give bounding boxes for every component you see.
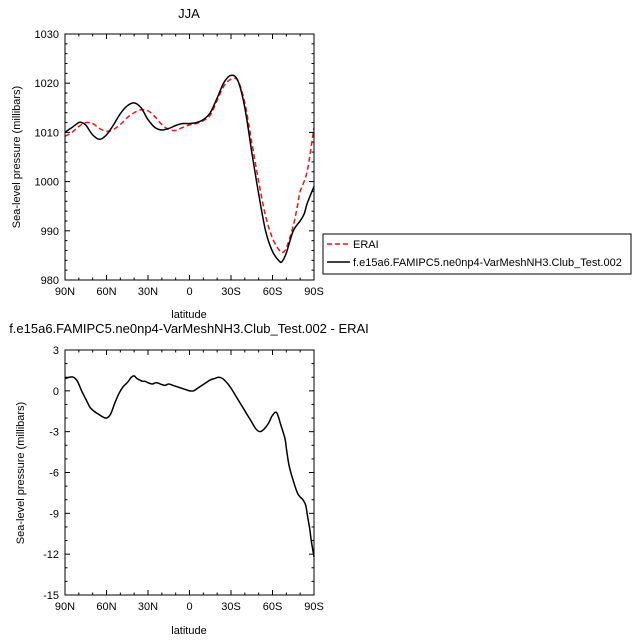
x-tick-label: 60S xyxy=(263,601,283,613)
y-tick-label: -6 xyxy=(49,468,59,480)
x-tick-label: 60N xyxy=(96,286,116,298)
x-tick-label: 90S xyxy=(304,601,324,613)
top-chart-frame xyxy=(64,33,315,281)
series-line-1-0 xyxy=(64,375,315,558)
y-tick-label: -15 xyxy=(43,590,59,602)
x-tick-label: 60N xyxy=(96,601,116,613)
top-chart-series xyxy=(64,74,315,264)
top-chart-ticks: 90N 60N 30N 0 30S 60S 90S 980 990 1000 1010 1020 103… xyxy=(35,29,324,298)
y-tick-label: 990 xyxy=(41,226,59,238)
x-tick-label: 90N xyxy=(55,286,75,298)
legend-erai-label: ERAI xyxy=(353,239,379,251)
y-tick-label: 1020 xyxy=(35,78,59,90)
y-tick-label: -9 xyxy=(49,508,59,520)
x-tick-label: 0 xyxy=(186,286,192,298)
top-chart: JJA Sea-level pressure (millibars) latit… xyxy=(11,6,324,321)
top-chart-legend: ERAI f.e15a6.FAMIPC5.ne0np4-VarMeshNH3.C… xyxy=(322,233,632,275)
bottom-chart-title: f.e15a6.FAMIPC5.ne0np4-VarMeshNH3.Club_T… xyxy=(9,321,369,336)
x-tick-label: 30N xyxy=(138,601,158,613)
x-tick-label: 90S xyxy=(304,286,324,298)
top-chart-xlabel: latitude xyxy=(171,309,206,321)
y-tick-label: -3 xyxy=(49,427,59,439)
bottom-chart-xlabel: latitude xyxy=(171,625,206,637)
series-line-0-1 xyxy=(64,74,315,264)
x-tick-label: 30S xyxy=(221,601,241,613)
top-chart-title: JJA xyxy=(178,6,200,21)
top-chart-ylabel: Sea-level pressure (millibars) xyxy=(11,86,23,228)
bottom-chart-series xyxy=(64,375,315,558)
x-tick-label: 30N xyxy=(138,286,158,298)
bottom-chart-frame xyxy=(64,349,315,596)
bottom-chart-ylabel: Sea-level pressure (millibars) xyxy=(15,402,27,544)
y-tick-label: 0 xyxy=(53,386,59,398)
legend-model-label: f.e15a6.FAMIPC5.ne0np4-VarMeshNH3.Club_T… xyxy=(353,257,622,269)
y-tick-label: 3 xyxy=(53,345,59,357)
series-line-0-0 xyxy=(64,77,315,254)
y-tick-label: 1000 xyxy=(35,177,59,189)
y-tick-label: 1010 xyxy=(35,127,59,139)
y-tick-label: 980 xyxy=(41,275,59,287)
x-tick-label: 60S xyxy=(263,286,283,298)
bottom-chart-ticks: 90N 60N 30N 0 30S 60S 90S -15 -12 -9 -6 -3 0 3 xyxy=(43,345,324,613)
y-tick-label: 1030 xyxy=(35,29,59,41)
x-tick-label: 30S xyxy=(221,286,241,298)
x-tick-label: 0 xyxy=(186,601,192,613)
x-tick-label: 90N xyxy=(55,601,75,613)
y-tick-label: -12 xyxy=(43,549,59,561)
bottom-chart: f.e15a6.FAMIPC5.ne0np4-VarMeshNH3.Club_T… xyxy=(9,321,369,637)
legend-box xyxy=(322,233,632,275)
